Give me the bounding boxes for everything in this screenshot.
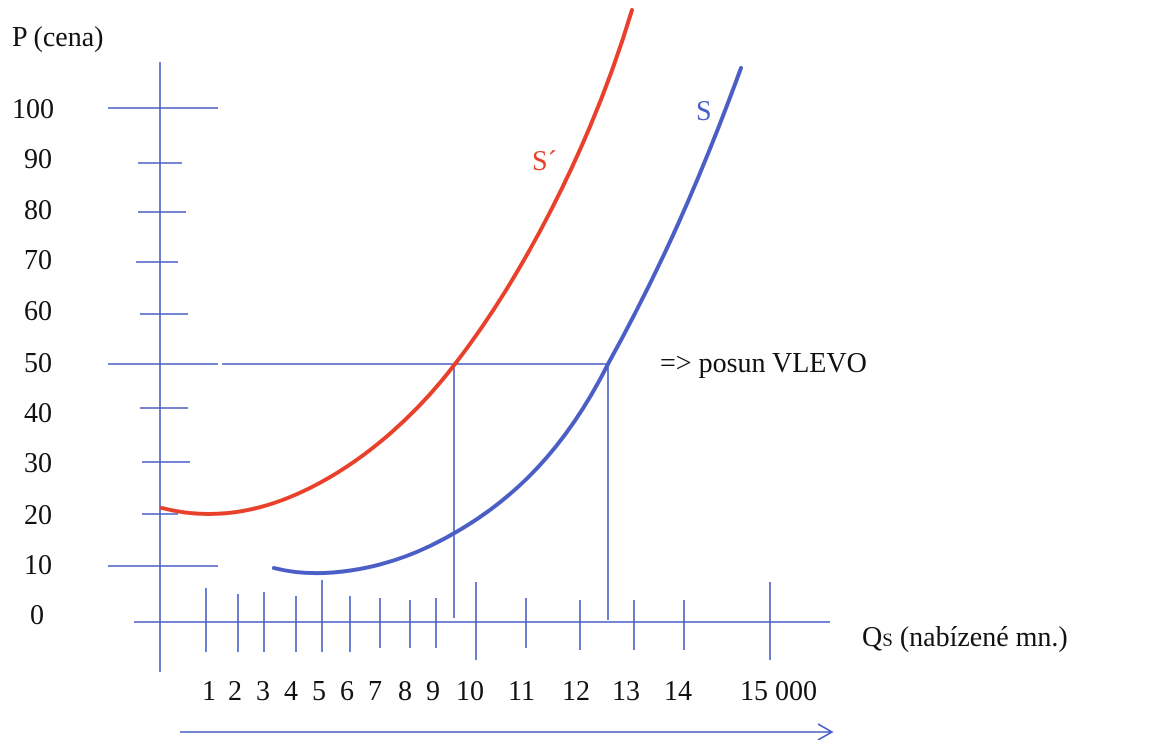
y-tick-label-50: 50 [24, 348, 52, 379]
y-tick-label-90: 90 [24, 144, 52, 175]
y-tick-marks [108, 107, 218, 567]
x-axis-title-subscript: S [882, 630, 893, 651]
s-series-label: S [696, 96, 712, 127]
x-tick-label-10: 10 [456, 676, 484, 707]
x-tick-label-14: 14 [664, 676, 692, 707]
y-tick-label-30: 30 [24, 448, 52, 479]
y-tick-label-60: 60 [24, 296, 52, 327]
x-tick-label-1: 1 [202, 676, 216, 707]
x-tick-marks [205, 580, 771, 660]
x-tick-label-13: 13 [612, 676, 640, 707]
x-tick-label-3: 3 [256, 676, 270, 707]
x-tick-label-2: 2 [228, 676, 242, 707]
shift-annotation: => posun VLEVO [660, 348, 867, 379]
x-tick-label-8: 8 [398, 676, 412, 707]
x-tick-label-11: 11 [508, 676, 535, 707]
y-tick-label-40: 40 [24, 398, 52, 429]
y-tick-label-100: 100 [12, 94, 54, 125]
s-curve [272, 66, 743, 576]
s-prime-curve [160, 8, 634, 516]
x-tick-label-15000: 15 000 [740, 676, 817, 707]
x-tick-label-6: 6 [340, 676, 354, 707]
y-tick-label-10: 10 [24, 550, 52, 581]
x-axis-title-q: Q [862, 622, 882, 653]
x-tick-label-4: 4 [284, 676, 298, 707]
x-axis-title-rest: (nabízené mn.) [893, 622, 1068, 653]
s-prime-series-label: S´ [532, 146, 557, 177]
x-tick-label-12: 12 [562, 676, 590, 707]
y-axis-title: P (cena) [12, 22, 103, 53]
x-axis-title: QS (nabízené mn.) [862, 622, 1068, 653]
x-tick-label-5: 5 [312, 676, 326, 707]
y-tick-label-70: 70 [24, 245, 52, 276]
y-tick-label-0: 0 [30, 600, 44, 631]
y-tick-label-80: 80 [24, 195, 52, 226]
x-tick-label-7: 7 [368, 676, 382, 707]
x-tick-label-9: 9 [426, 676, 440, 707]
direction-arrow-head [817, 723, 834, 740]
y-tick-label-20: 20 [24, 500, 52, 531]
